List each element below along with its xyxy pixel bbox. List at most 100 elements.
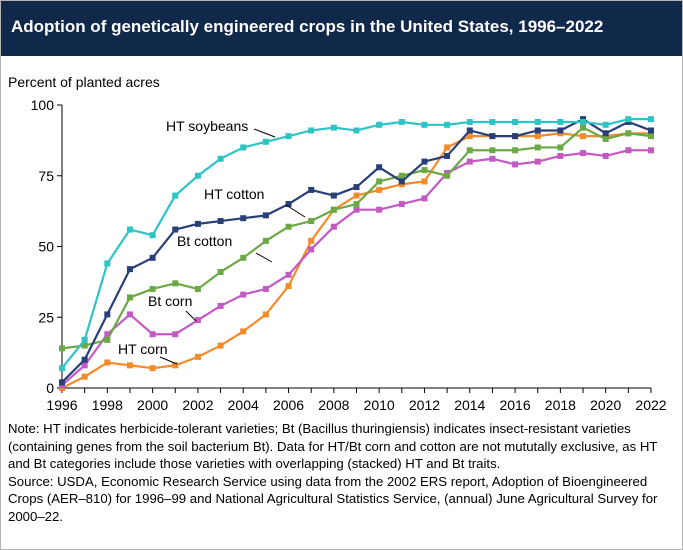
point-bt-cotton-2002: [194, 285, 201, 292]
note-block: Note: HT indicates herbicide-tolerant va…: [8, 420, 674, 525]
point-bt-cotton-2004: [240, 254, 247, 261]
point-bt-corn-2018: [557, 152, 564, 159]
point-ht-cotton-2022: [648, 127, 654, 134]
point-bt-corn-2007: [308, 246, 315, 253]
title-bar: Adoption of genetically engineered crops…: [1, 1, 682, 56]
point-ht-cotton-2012: [421, 158, 428, 165]
point-bt-corn-2015: [489, 155, 496, 162]
leader-line-ht-corn: [159, 356, 178, 365]
y-tick-label-75: 75: [38, 168, 54, 184]
point-bt-corn-2008: [330, 223, 337, 230]
x-tick-label-2018: 2018: [545, 397, 576, 413]
point-ht-soybeans-2002: [194, 172, 201, 179]
x-tick-label-2016: 2016: [499, 397, 530, 413]
point-bt-cotton-1996: [59, 345, 65, 352]
point-ht-cotton-2017: [534, 127, 541, 134]
series-label-bt-corn: Bt corn: [148, 293, 192, 309]
point-bt-corn-2009: [353, 206, 360, 213]
series-label-ht-corn: HT corn: [118, 341, 168, 357]
point-ht-soybeans-2020: [602, 121, 609, 128]
point-ht-soybeans-2001: [172, 192, 179, 199]
series-label-ht-cotton: HT cotton: [204, 186, 264, 202]
point-ht-soybeans-2018: [557, 118, 564, 125]
point-bt-corn-2005: [262, 285, 269, 292]
leader-line-ht-soybeans: [253, 128, 276, 138]
point-ht-cotton-1999: [126, 266, 133, 273]
point-ht-cotton-2008: [330, 192, 337, 199]
x-tick-label-2012: 2012: [409, 397, 440, 413]
point-ht-soybeans-2009: [353, 127, 360, 134]
point-bt-corn-2006: [285, 271, 292, 278]
point-ht-soybeans-2021: [625, 116, 632, 123]
point-bt-cotton-2017: [534, 144, 541, 151]
series-label-ht-soybeans: HT soybeans: [166, 118, 248, 134]
point-ht-soybeans-2022: [648, 116, 654, 123]
point-ht-corn-2001: [172, 362, 179, 369]
point-ht-cotton-2020: [602, 130, 609, 137]
point-ht-corn-1999: [126, 362, 133, 369]
point-ht-soybeans-2013: [444, 121, 451, 128]
point-ht-cotton-2002: [194, 220, 201, 227]
point-ht-corn-2003: [217, 342, 224, 349]
leader-line-bt-corn: [185, 310, 197, 322]
point-bt-cotton-2003: [217, 268, 224, 275]
point-bt-cotton-2007: [308, 218, 315, 225]
point-bt-corn-2011: [398, 201, 405, 208]
y-tick-label-50: 50: [38, 239, 54, 255]
point-ht-corn-2010: [376, 186, 383, 193]
point-bt-corn-2014: [466, 158, 473, 165]
point-ht-soybeans-1999: [126, 226, 133, 233]
point-bt-cotton-2000: [149, 285, 156, 292]
point-bt-cotton-2016: [512, 147, 519, 154]
point-bt-corn-2010: [376, 206, 383, 213]
point-ht-soybeans-2003: [217, 155, 224, 162]
point-ht-corn-2005: [262, 311, 269, 318]
point-ht-cotton-2011: [398, 178, 405, 185]
point-bt-cotton-2011: [398, 172, 405, 179]
point-bt-cotton-1999: [126, 294, 133, 301]
point-ht-corn-2002: [194, 353, 201, 360]
x-tick-label-2006: 2006: [273, 397, 304, 413]
point-ht-soybeans-2007: [308, 127, 315, 134]
point-ht-soybeans-2017: [534, 118, 541, 125]
x-tick-label-2004: 2004: [228, 397, 259, 413]
point-bt-corn-2017: [534, 158, 541, 165]
point-ht-soybeans-1997: [81, 336, 88, 343]
point-ht-cotton-2004: [240, 215, 247, 222]
chart-title: Adoption of genetically engineered crops…: [11, 17, 604, 36]
point-ht-corn-2006: [285, 283, 292, 290]
point-ht-corn-2007: [308, 237, 315, 244]
leader-line-ht-cotton: [285, 204, 306, 218]
x-tick-label-1996: 1996: [46, 397, 77, 413]
point-bt-corn-2022: [648, 147, 654, 154]
note-text: Note: HT indicates herbicide-tolerant va…: [8, 421, 658, 471]
point-ht-cotton-2015: [489, 133, 496, 140]
point-ht-cotton-2003: [217, 218, 224, 225]
point-bt-cotton-2010: [376, 178, 383, 185]
point-bt-corn-2000: [149, 331, 156, 338]
point-bt-cotton-2014: [466, 147, 473, 154]
point-ht-soybeans-2006: [285, 133, 292, 140]
point-ht-corn-2017: [534, 133, 541, 140]
point-ht-soybeans-2010: [376, 121, 383, 128]
point-ht-cotton-2005: [262, 212, 269, 219]
point-ht-cotton-2018: [557, 127, 564, 134]
point-ht-cotton-2013: [444, 152, 451, 159]
point-ht-corn-2012: [421, 178, 428, 185]
point-ht-soybeans-2012: [421, 121, 428, 128]
x-tick-label-2000: 2000: [137, 397, 168, 413]
point-bt-cotton-2013: [444, 172, 451, 179]
point-ht-cotton-2007: [308, 186, 315, 193]
point-bt-cotton-2015: [489, 147, 496, 154]
point-ht-corn-1997: [81, 373, 88, 380]
point-bt-cotton-2009: [353, 201, 360, 208]
y-tick-label-0: 0: [46, 380, 54, 396]
point-bt-corn-1997: [81, 362, 88, 369]
point-bt-corn-2002: [194, 317, 201, 324]
point-ht-cotton-2010: [376, 164, 383, 171]
point-ht-soybeans-2016: [512, 118, 519, 125]
point-bt-corn-2020: [602, 152, 609, 159]
leader-line-bt-cotton: [255, 252, 273, 263]
point-bt-corn-1999: [126, 311, 133, 318]
point-ht-cotton-2001: [172, 226, 179, 233]
